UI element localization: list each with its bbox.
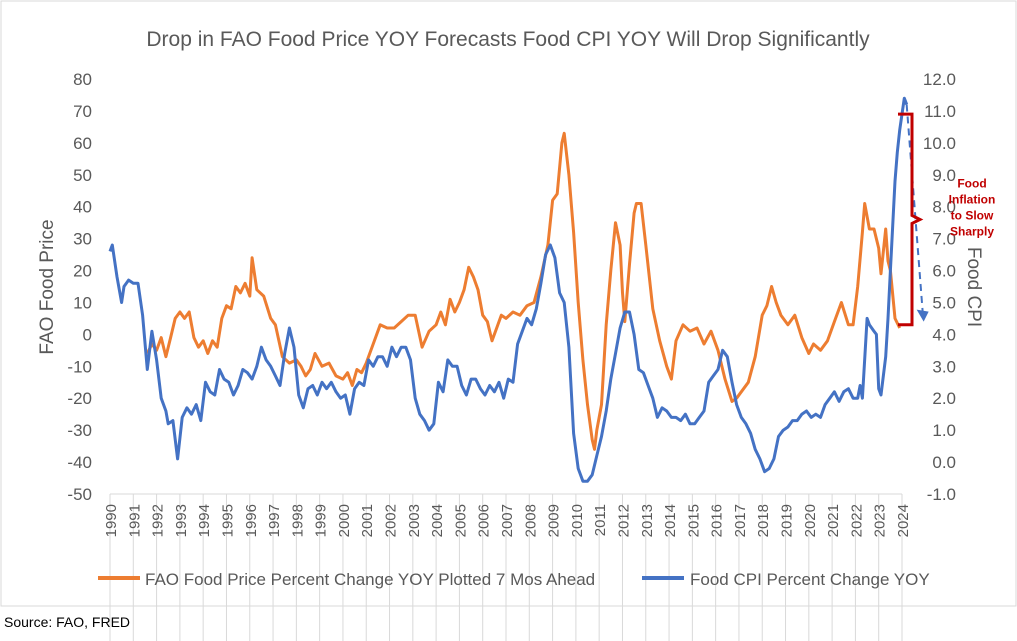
right-tick-label: 5.0 (932, 293, 956, 312)
legend: FAO Food Price Percent Change YOY Plotte… (98, 570, 930, 589)
left-tick-label: 50 (73, 166, 92, 185)
gridlines (109, 493, 903, 641)
right-tick-label: 10.0 (923, 134, 956, 153)
x-tick-label: 2008 (522, 504, 539, 537)
series-layer (108, 96, 909, 483)
legend-label-fao: FAO Food Price Percent Change YOY Plotte… (145, 570, 595, 589)
source-note: Source: FAO, FRED (4, 614, 131, 630)
left-tick-label: 40 (73, 198, 92, 217)
x-tick-label: 1997 (266, 504, 283, 537)
left-axis-label: FAO Food Price (37, 219, 58, 354)
x-tick-label: 1990 (103, 504, 120, 537)
x-tick-label: 2015 (685, 504, 702, 537)
right-tick-label: 11.0 (924, 102, 956, 121)
left-tick-label: 0 (83, 325, 92, 344)
x-tick-label: 2018 (755, 504, 772, 537)
left-tick-label: -10 (67, 357, 92, 376)
x-tick-label: 1993 (173, 504, 190, 537)
right-tick-label: 9.0 (932, 166, 956, 185)
right-tick-label: 6.0 (932, 262, 956, 281)
x-tick-label: 1998 (289, 504, 306, 537)
x-tick-label: 2007 (499, 504, 516, 537)
chart-title: Drop in FAO Food Price YOY Forecasts Foo… (146, 28, 870, 51)
forecast-arrow-head (916, 309, 929, 322)
x-tick-label: 2001 (359, 504, 376, 537)
x-tick-label: 2014 (662, 504, 679, 537)
x-tick-label: 2003 (406, 504, 423, 537)
legend-label-cpi: Food CPI Percent Change YOY (690, 570, 930, 589)
forecast-arrow-line (905, 104, 924, 312)
x-tick-label: 1991 (126, 504, 143, 537)
x-axis-ticks: 1990 1991 1992 1993 1994 1995 1996 1997 1998 1999… (103, 504, 912, 537)
left-tick-label: 10 (73, 293, 92, 312)
x-tick-label: 2017 (732, 504, 749, 537)
x-tick-label: 1994 (196, 504, 213, 537)
series-line-cpi (108, 96, 909, 483)
left-axis-ticks: 80 70 60 50 40 30 20 10 0 -10 -20 -30 -40 -50 (67, 70, 92, 504)
annotation-bracket (898, 112, 924, 327)
x-tick-label: 2016 (709, 504, 726, 537)
right-axis-label: Food CPI (963, 247, 984, 327)
x-tick-label: 2011 (592, 504, 609, 536)
x-tick-label: 2021 (825, 504, 842, 537)
left-tick-label: -30 (67, 421, 92, 440)
x-tick-label: 2010 (569, 504, 586, 537)
x-tick-label: 1999 (313, 504, 330, 537)
series-line-fao (145, 131, 902, 451)
x-tick-label: 1992 (150, 504, 167, 537)
left-tick-label: 30 (73, 230, 92, 249)
right-tick-label: 8.0 (932, 198, 956, 217)
x-tick-label: 2009 (546, 504, 563, 537)
x-tick-label: 2024 (895, 504, 912, 537)
left-tick-label: -20 (67, 389, 92, 408)
right-tick-label: 0.0 (932, 453, 956, 472)
annotation-text-line: Sharply (950, 225, 994, 239)
left-tick-label: -40 (67, 453, 92, 472)
x-tick-label: 2002 (383, 504, 400, 537)
right-tick-label: 7.0 (932, 230, 956, 249)
annotation-layer: Food Inflation to Slow Sharply (898, 104, 996, 327)
left-tick-label: -50 (67, 485, 92, 504)
right-tick-label: 2.0 (932, 389, 956, 408)
x-tick-label: 2022 (848, 504, 865, 537)
x-tick-label: 2023 (872, 504, 889, 537)
chart-area-border (0, 0, 1017, 607)
annotation-text-line: Food (957, 177, 986, 191)
x-tick-label: 2013 (639, 504, 656, 537)
x-tick-label: 2000 (336, 504, 353, 537)
x-tick-label: 2020 (802, 504, 819, 537)
x-tick-label: 1996 (243, 504, 260, 537)
right-tick-label: 4.0 (932, 325, 956, 344)
x-tick-label: 2005 (452, 504, 469, 537)
left-tick-label: 60 (73, 134, 92, 153)
right-axis-ticks: 12.0 11.0 10.0 9.0 8.0 7.0 6.0 5.0 4.0 3.0 2.0 1.0 0… (923, 70, 956, 504)
left-tick-label: 70 (73, 102, 92, 121)
annotation-text-line: to Slow (951, 209, 994, 223)
x-tick-label: 2004 (429, 504, 446, 537)
x-tick-label: 2012 (615, 504, 632, 537)
right-tick-label: -1.0 (927, 485, 956, 504)
x-tick-label: 2006 (476, 504, 493, 537)
right-tick-label: 12.0 (923, 70, 956, 89)
annotation-text-line: Inflation (949, 193, 996, 207)
x-tick-label: 2019 (779, 504, 796, 537)
right-tick-label: 1.0 (932, 421, 956, 440)
x-tick-label: 1995 (219, 504, 236, 537)
right-tick-label: 3.0 (932, 357, 956, 376)
left-tick-label: 80 (73, 70, 92, 89)
left-tick-label: 20 (73, 262, 92, 281)
